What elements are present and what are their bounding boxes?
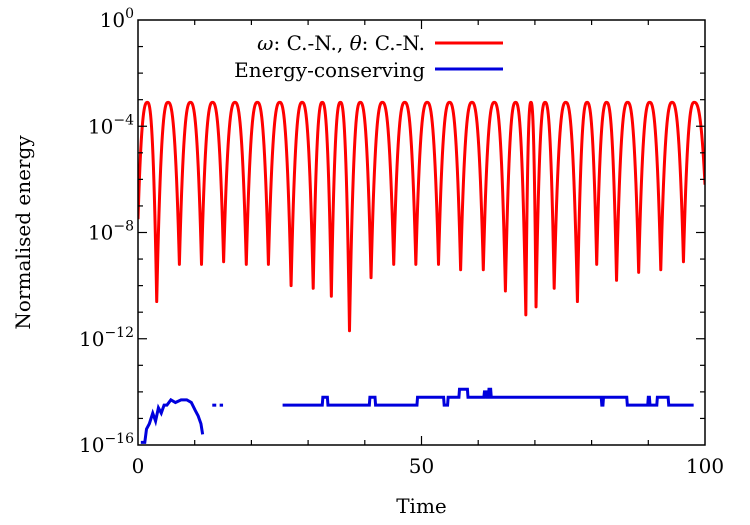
series-layer — [138, 100, 705, 444]
y-tick-label: 10−8 — [88, 219, 134, 245]
x-axis-label: Time — [396, 494, 447, 518]
y-tick-exponent: −16 — [104, 431, 134, 447]
y-tick-label: 10−12 — [79, 325, 134, 351]
y-tick-exponent: 0 — [125, 6, 134, 22]
legend-mid: : C.-N., — [273, 31, 349, 55]
legend-entry-red: ω: C.-N., θ: C.-N. — [257, 31, 425, 55]
series-line-cn — [138, 100, 705, 333]
y-tick-base: 10 — [79, 327, 104, 351]
legend-entry-blue: Energy-conserving — [234, 58, 425, 82]
legend-omega: ω — [257, 31, 273, 55]
y-tick-base: 10 — [79, 433, 104, 457]
y-tick-label: 10−4 — [88, 112, 134, 138]
y-tick-exponent: −4 — [113, 112, 134, 128]
x-tick-label: 50 — [409, 454, 434, 478]
x-tick-label: 100 — [686, 454, 724, 478]
y-tick-base: 10 — [88, 221, 113, 245]
y-axis-label: Normalised energy — [11, 135, 35, 330]
y-tick-exponent: −12 — [104, 325, 134, 341]
y-tick-base: 10 — [100, 8, 125, 32]
y-tick-exponent: −8 — [113, 219, 134, 235]
legend-suffix: : C.-N. — [362, 31, 425, 55]
y-tick-base: 10 — [88, 114, 113, 138]
x-tick-label: 0 — [132, 454, 145, 478]
legend: ω: C.-N., θ: C.-N. Energy-conserving — [234, 31, 503, 82]
legend-theta: θ — [350, 31, 362, 55]
y-tick-label: 10−16 — [79, 431, 134, 457]
y-tick-label: 100 — [100, 6, 134, 32]
series-line-energy-conserving — [282, 387, 694, 407]
series-line-energy-conserving — [140, 397, 205, 444]
